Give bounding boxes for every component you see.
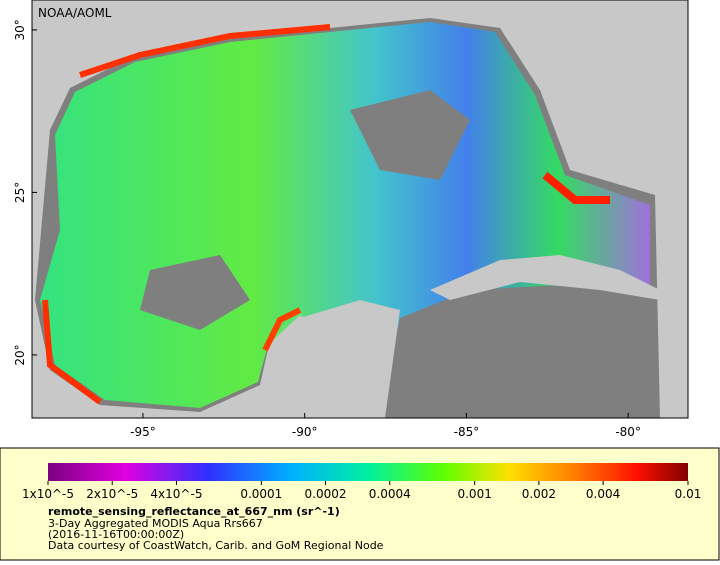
cuba — [430, 255, 660, 300]
turbid-coast — [42, 299, 102, 405]
lat-label: 25° — [13, 182, 27, 203]
ocean-nodata-patch — [140, 255, 250, 330]
lat-label: 30° — [13, 19, 27, 40]
colorbar-label: 1x10^-5 — [22, 487, 74, 501]
legend-line: Data courtesy of CoastWatch, Carib. and … — [48, 539, 384, 552]
lon-label: -85° — [454, 425, 480, 439]
map-frame — [31, 0, 689, 419]
colorbar-label: 2x10^-5 — [86, 487, 138, 501]
colorbar-label: 0.0001 — [240, 487, 282, 501]
turbid-coast — [262, 307, 302, 352]
legend-line: 3-Day Aggregated MODIS Aqua Rrs667 — [48, 517, 263, 530]
legend-line: (2016-11-16T00:00:00Z) — [48, 528, 184, 541]
lon-label: -80° — [615, 425, 641, 439]
credit-bg — [35, 3, 130, 23]
colorbar-label: 0.004 — [586, 487, 620, 501]
colorbar-label: 0.001 — [457, 487, 491, 501]
turbid-coast — [542, 171, 610, 204]
colorbar-label: 0.0002 — [305, 487, 347, 501]
yucatan — [300, 300, 400, 418]
colorbar-label: 4x10^-5 — [150, 487, 202, 501]
turbid-coast — [79, 24, 331, 78]
ocean-nodata-patch — [350, 90, 470, 180]
lon-label: -95° — [130, 425, 156, 439]
lon-label: -90° — [292, 425, 318, 439]
florida — [500, 0, 688, 190]
colorbar-label: 0.0004 — [369, 487, 411, 501]
colorbar-label: 0.01 — [675, 487, 702, 501]
colorbar-label: 0.002 — [522, 487, 556, 501]
variable: remote_sensing_reflectance_at_667_nm (sr… — [48, 505, 340, 518]
lat-label: 20° — [13, 344, 27, 365]
credit: NOAA/AOML — [38, 6, 112, 20]
colorbar — [48, 463, 688, 481]
